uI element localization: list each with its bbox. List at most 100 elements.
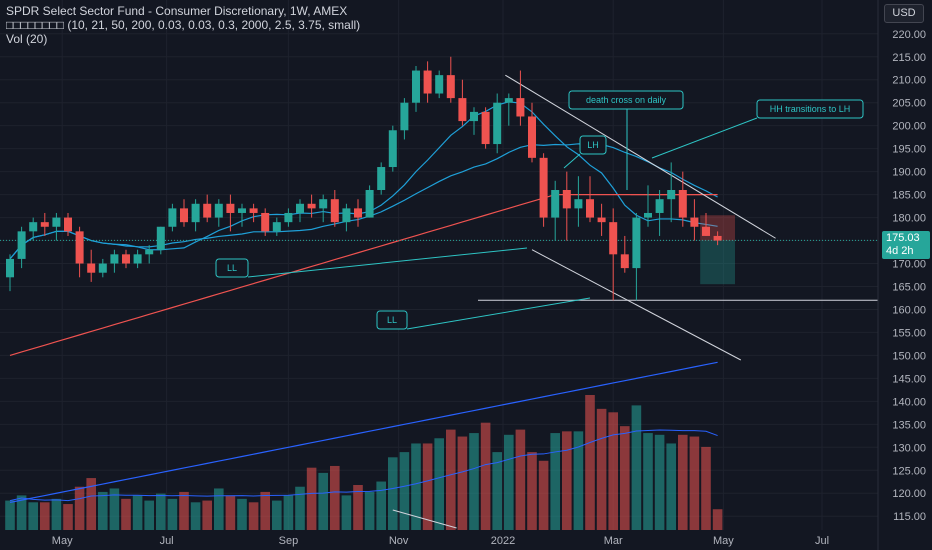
candle-body (180, 208, 188, 223)
ma-10-line (9, 101, 718, 260)
candle-body (156, 226, 165, 250)
volume-bar (167, 498, 178, 530)
candle-body (400, 102, 409, 131)
time-axis[interactable]: May Jul Sep Nov 2022 Mar May Jul (52, 535, 829, 547)
currency-button[interactable]: USD (884, 4, 924, 23)
candle-body (377, 167, 386, 190)
annotation-ll-right-pointer (406, 297, 591, 330)
volume-bar (341, 495, 352, 530)
symbol-title[interactable]: SPDR Select Sector Fund - Consumer Discr… (6, 4, 348, 18)
candle-body (145, 249, 154, 255)
candle-body (40, 222, 49, 227)
annotation-ll-left-pointer (247, 247, 528, 278)
volume-bar (132, 495, 143, 530)
volume-bar (283, 495, 294, 530)
y-tick-label: 180.00 (892, 213, 926, 225)
volume-bar (457, 436, 468, 530)
volume-legend[interactable]: Vol (20) (6, 32, 48, 46)
candle-body (52, 217, 61, 227)
volume-bar (260, 491, 270, 530)
drawing-layer: death cross on daily HH transitions to LH… (0, 74, 878, 529)
y-tick-label: 130.00 (892, 442, 926, 454)
y-tick-label: 115.00 (893, 511, 926, 523)
candle-body (272, 222, 281, 232)
indicator-legend[interactable]: □□□□□□□□ (10, 21, 50, 200, 0.03, 0.03, 0… (6, 18, 361, 32)
volume-bar (156, 493, 166, 530)
candle-body (330, 199, 339, 223)
candle-body (388, 130, 397, 168)
last-price-label: 175.03 4d 2h (882, 231, 930, 259)
volume-bar (434, 438, 444, 530)
candle-body (203, 203, 212, 218)
candle-body (655, 199, 664, 213)
candle-body (644, 212, 652, 218)
volume-bar (330, 465, 340, 530)
annotation-ll-right-box (376, 310, 408, 330)
volume-bar (248, 502, 259, 530)
y-tick-label: 220.00 (892, 29, 926, 41)
candle-body (64, 217, 72, 232)
y-tick-label: 210.00 (892, 75, 926, 87)
candle-body (342, 208, 351, 223)
y-tick-label: 140.00 (892, 396, 926, 408)
moving-averages (9, 101, 718, 504)
volume-bar (492, 452, 502, 530)
reward-box (700, 240, 735, 285)
candle-body (458, 98, 467, 122)
volume-bar (631, 405, 642, 530)
volume-bar (5, 500, 15, 530)
volume-bar (480, 422, 491, 530)
candle-body (702, 226, 710, 236)
candle-body (446, 75, 455, 99)
candle-body (17, 231, 26, 259)
volume-bar (446, 429, 456, 530)
annotation-lh-text: LH (587, 140, 599, 150)
candle-body (493, 102, 502, 145)
candle-body (690, 217, 699, 227)
annotation-lh-pointer (563, 153, 581, 169)
y-tick-label: 145.00 (892, 373, 926, 385)
volume-bar (353, 485, 363, 530)
candle-body (504, 98, 513, 103)
bar-countdown: 4d 2h (886, 245, 914, 257)
x-tick-label: Nov (389, 535, 409, 547)
y-tick-label: 135.00 (892, 419, 926, 431)
volume-bar (144, 500, 154, 530)
candle-body (574, 199, 583, 209)
volume-bar (643, 433, 653, 530)
volume-bar (109, 488, 120, 530)
annotation-hh-lh-box (756, 99, 864, 119)
ma-200-line (9, 361, 718, 504)
annotation-hh-lh-pointer (651, 117, 758, 159)
candle-body (539, 157, 548, 218)
price-axis[interactable]: 220.00 215.00 210.00 205.00 200.00 195.00 190.… (877, 0, 926, 550)
x-tick-label: May (713, 535, 734, 547)
candle-body (110, 254, 119, 264)
candle-body (551, 190, 560, 218)
y-tick-label: 160.00 (892, 304, 926, 316)
annotation-ll-left-box (215, 258, 249, 278)
candle-body (284, 212, 293, 223)
annotation-hh-lh-text: HH transitions to LH (770, 104, 851, 114)
y-tick-label: 125.00 (892, 465, 926, 477)
volume-ma-line (9, 429, 718, 502)
candle-body (412, 70, 420, 103)
candle-body (168, 208, 177, 227)
volume-bar (573, 431, 584, 530)
volume-bar (295, 486, 305, 530)
x-tick-label: Sep (279, 535, 299, 547)
volume-bar (179, 491, 189, 530)
volume-bar (620, 426, 630, 530)
volume-bar (515, 429, 526, 530)
y-tick-label: 200.00 (892, 121, 926, 133)
volume-bar (689, 436, 700, 530)
candle-body (562, 190, 571, 209)
volume-bar (388, 457, 398, 530)
candle-body (632, 217, 641, 269)
candle-body (6, 258, 14, 278)
candle-body (319, 199, 328, 209)
candle-body (98, 263, 107, 273)
volume-bar (86, 478, 96, 530)
